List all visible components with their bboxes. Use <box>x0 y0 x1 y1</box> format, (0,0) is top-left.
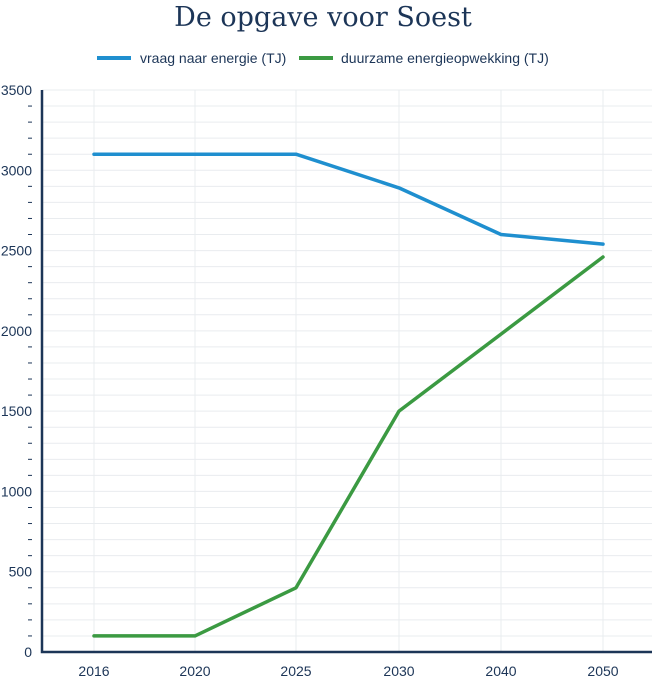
y-axis-labels: 0 500 1000 1500 2000 2500 3000 3500 <box>1 82 32 660</box>
series-line-energy-demand <box>92 152 605 246</box>
x-axis-labels: 2016 2020 2025 2030 2040 2050 <box>78 663 618 679</box>
y-tick-label: 0 <box>24 644 32 660</box>
x-tick-label: 2020 <box>179 663 210 679</box>
y-tick-label: 3000 <box>1 162 32 178</box>
y-tick-label: 500 <box>9 564 33 580</box>
x-tick-label: 2030 <box>383 663 414 679</box>
y-tick-label: 1000 <box>1 483 32 499</box>
axes <box>40 90 652 654</box>
x-tick-label: 2050 <box>587 663 618 679</box>
x-tick-label: 2040 <box>485 663 516 679</box>
gridlines <box>42 89 652 652</box>
minor-ticks <box>28 105 32 637</box>
chart-title: De opgave voor Soest <box>174 2 472 33</box>
y-tick-label: 2000 <box>1 323 32 339</box>
series-lines <box>92 152 605 638</box>
y-tick-label: 2500 <box>1 243 32 259</box>
y-tick-label: 3500 <box>1 82 32 98</box>
legend: vraag naar energie (TJ) duurzame energie… <box>97 50 549 66</box>
legend-label-energy-demand: vraag naar energie (TJ) <box>140 50 286 66</box>
x-tick-label: 2025 <box>280 663 311 679</box>
legend-label-sustainable-generation: duurzame energieopwekking (TJ) <box>341 50 549 66</box>
x-tick-label: 2016 <box>78 663 109 679</box>
series-line-sustainable-generation <box>92 255 605 638</box>
y-tick-label: 1500 <box>1 403 32 419</box>
